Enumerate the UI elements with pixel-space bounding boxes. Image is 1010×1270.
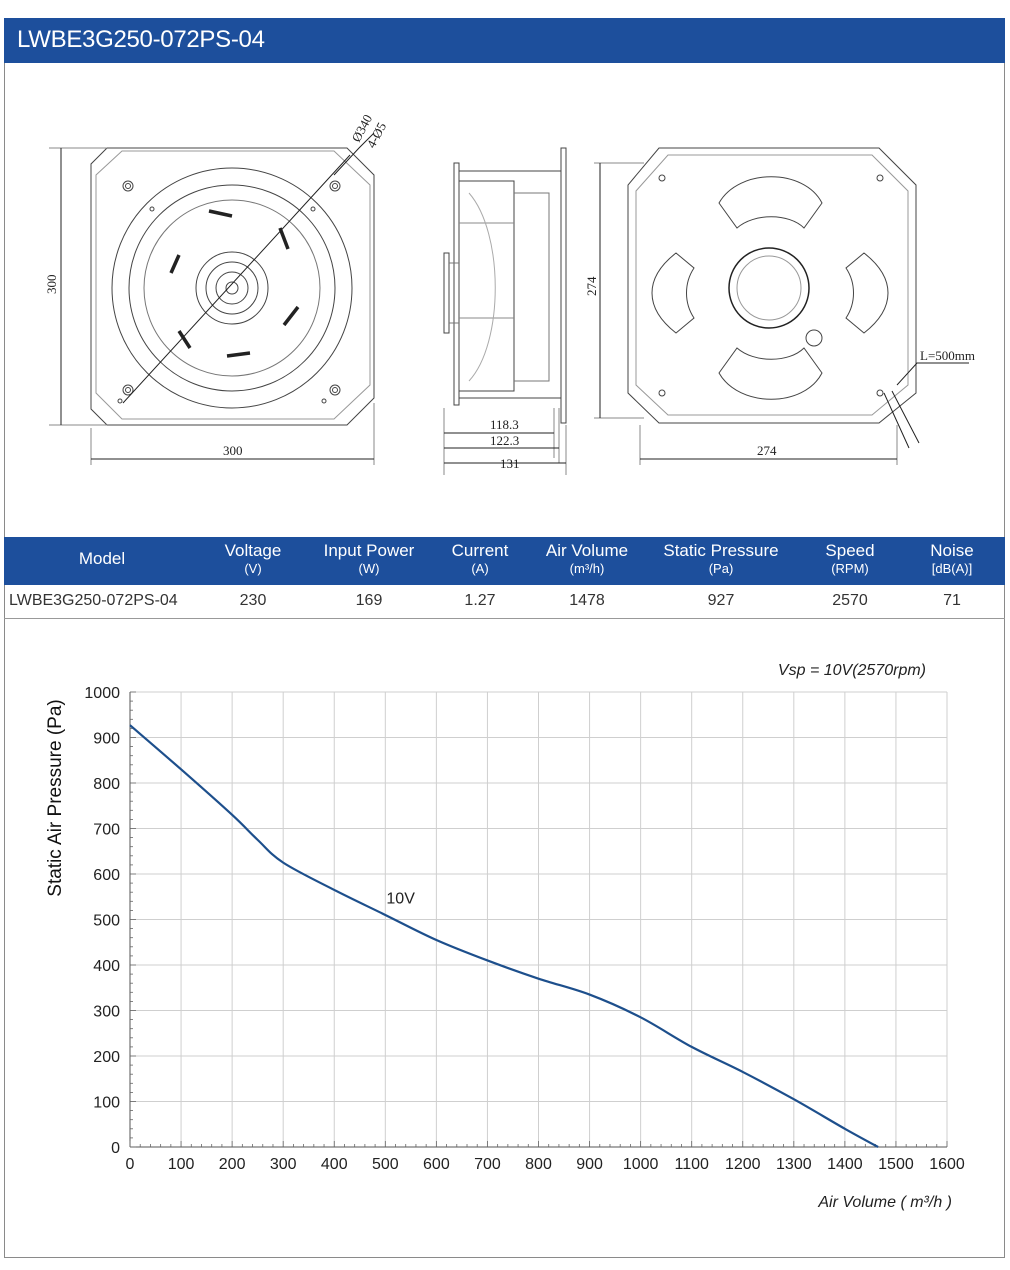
technical-drawing: 300 300 Ø340 4-Ø5 118.3 122.3 131 274 27…: [4, 63, 1005, 533]
x-tick-label: 1100: [674, 1156, 709, 1173]
x-tick-label: 100: [168, 1156, 195, 1173]
spec-table-row: LWBE3G250-072PS-04 230 169 1.27 1478 927…: [4, 585, 1005, 619]
rear-height-dim: 274: [584, 276, 599, 296]
y-tick-label: 700: [93, 822, 120, 839]
chart-series: 10V: [129, 724, 879, 1148]
spec-table-header: Model Voltage (V) Input Power (W) Curren…: [4, 537, 1005, 585]
y-tick-label: 900: [93, 731, 120, 748]
y-axis-label: Static Air Pressure (Pa): [45, 699, 66, 896]
cell-noise: 71: [943, 592, 961, 609]
performance-chart-svg: 0 100 200 300 400 500 600 700 800 900 1000 1100 1200…: [45, 662, 965, 1211]
cell-current: 1.27: [464, 592, 496, 609]
x-tick-label: 1400: [827, 1156, 863, 1173]
performance-chart: 0 100 200 300 400 500 600 700 800 900 1000 1100 1200…: [4, 640, 1005, 1230]
product-title: LWBE3G250-072PS-04: [17, 26, 265, 53]
x-tick-label: 1300: [776, 1156, 812, 1173]
rear-width-dim: 274: [757, 443, 777, 458]
y-tick-label: 300: [93, 1004, 120, 1021]
x-tick-label: 800: [525, 1156, 552, 1173]
x-tick-label: 200: [219, 1156, 246, 1173]
front-height-dim: 300: [44, 275, 59, 295]
x-tick-label: 1500: [878, 1156, 914, 1173]
y-tick-label: 800: [93, 776, 120, 793]
x-tick-label: 700: [474, 1156, 501, 1173]
chart-ticks: 0 100 200 300 400 500 600 700 800 900 1000 1100 1200…: [84, 685, 964, 1173]
header-static-pressure: Static Pressure (Pa): [663, 541, 779, 576]
x-tick-label: 900: [576, 1156, 603, 1173]
x-tick-label: 300: [270, 1156, 297, 1173]
cell-speed: 2570: [832, 592, 868, 609]
chart-annotation: Vsp = 10V(2570rpm): [778, 662, 926, 679]
rear-view: [594, 147, 969, 465]
header-input-power: Input Power (W): [323, 541, 415, 576]
cell-air-volume: 1478: [569, 592, 605, 609]
side-dim-2: 122.3: [490, 433, 519, 448]
header-model: Model: [78, 549, 126, 568]
y-tick-label: 0: [111, 1140, 120, 1157]
side-dim-3: 131: [500, 456, 520, 471]
chart-axes: [129, 691, 948, 1148]
dimension-drawing-svg: 300 300 Ø340 4-Ø5 118.3 122.3 131 274 27…: [44, 112, 975, 475]
y-tick-label: 200: [93, 1049, 120, 1066]
cable-length-dim: L=500mm: [920, 348, 975, 363]
front-view: [49, 132, 375, 465]
y-tick-label: 500: [93, 913, 120, 930]
cell-model: LWBE3G250-072PS-04: [9, 592, 178, 609]
header-speed: Speed (RPM): [825, 541, 875, 576]
series-line-10v: [129, 724, 879, 1148]
side-view: [443, 147, 567, 475]
header-air-volume: Air Volume (m³/h): [545, 541, 629, 576]
cell-input-power: 169: [355, 592, 383, 609]
x-tick-label: 500: [372, 1156, 399, 1173]
x-tick-label: 400: [321, 1156, 348, 1173]
x-tick-label: 1600: [929, 1156, 965, 1173]
title-bar: LWBE3G250-072PS-04: [4, 18, 1005, 63]
y-tick-label: 100: [93, 1095, 120, 1112]
header-current: Current (A): [451, 541, 509, 576]
header-noise: Noise [dB(A)]: [930, 541, 974, 576]
x-tick-label: 1200: [725, 1156, 761, 1173]
front-width-dim: 300: [223, 443, 243, 458]
chart-grid: [129, 691, 948, 1148]
y-tick-label: 600: [93, 867, 120, 884]
cell-voltage: 230: [239, 592, 267, 609]
x-axis-label: Air Volume ( m³/h ): [817, 1194, 952, 1211]
x-tick-label: 1000: [623, 1156, 659, 1173]
series-label: 10V: [386, 891, 415, 908]
header-voltage: Voltage (V): [224, 541, 282, 576]
x-tick-label: 600: [423, 1156, 450, 1173]
x-tick-label: 0: [126, 1156, 135, 1173]
side-dim-1: 118.3: [490, 417, 519, 432]
cell-static-pressure: 927: [707, 592, 735, 609]
y-tick-label: 1000: [84, 685, 120, 702]
y-tick-label: 400: [93, 958, 120, 975]
